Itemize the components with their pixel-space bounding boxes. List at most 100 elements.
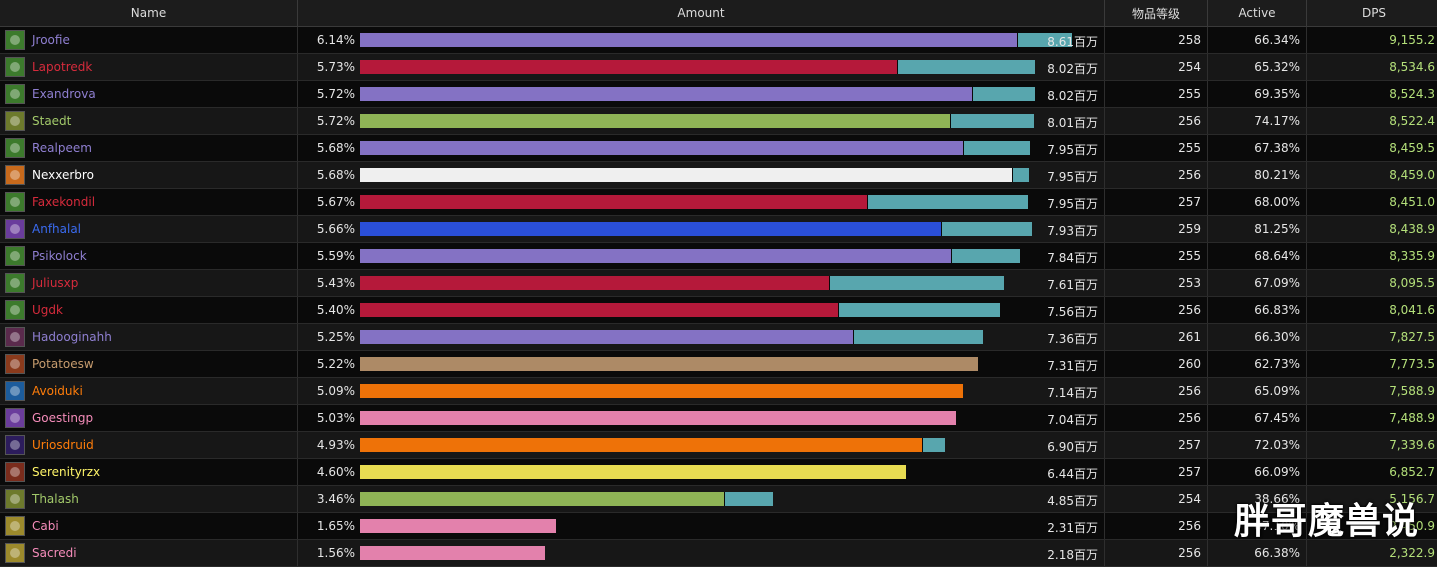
player-name-cell[interactable]: Goestingp xyxy=(0,405,298,432)
player-name-cell[interactable]: Nexxerbro xyxy=(0,162,298,189)
amount-cell: 5.59%7.84百万 xyxy=(298,243,1105,270)
active-percent: 72.03% xyxy=(1208,432,1307,459)
player-name[interactable]: Jroofie xyxy=(32,33,70,47)
player-name-cell[interactable]: Realpeem xyxy=(0,135,298,162)
player-name-cell[interactable]: Thalash xyxy=(0,486,298,513)
death-knight-class-icon xyxy=(5,273,25,293)
dps-value: 8,459.0 xyxy=(1307,162,1437,189)
damage-percent: 5.43% xyxy=(298,276,355,290)
column-header-item-level[interactable]: 物品等级 xyxy=(1105,0,1208,27)
column-header-name[interactable]: Name xyxy=(0,0,298,27)
item-level: 254 xyxy=(1105,54,1208,81)
dps-value: 7,588.9 xyxy=(1307,378,1437,405)
paladin-class-icon xyxy=(5,408,25,428)
column-header-amount[interactable]: Amount xyxy=(298,0,1105,27)
dps-value: 8,451.0 xyxy=(1307,189,1437,216)
druid-class-icon xyxy=(5,435,25,455)
column-header-active[interactable]: Active xyxy=(1208,0,1307,27)
player-name[interactable]: Anfhalal xyxy=(32,222,81,236)
player-name[interactable]: Realpeem xyxy=(32,141,92,155)
player-name[interactable]: Thalash xyxy=(32,492,79,506)
player-name[interactable]: Staedt xyxy=(32,114,71,128)
player-name-cell[interactable]: Psikolock xyxy=(0,243,298,270)
damage-bar-base xyxy=(360,411,956,425)
player-name-cell[interactable]: Jroofie xyxy=(0,27,298,54)
player-name[interactable]: Nexxerbro xyxy=(32,168,94,182)
amount-cell: 5.09%7.14百万 xyxy=(298,378,1105,405)
dps-value: 8,095.5 xyxy=(1307,270,1437,297)
druid-class-icon xyxy=(5,381,25,401)
active-percent: 81.25% xyxy=(1208,216,1307,243)
player-name-cell[interactable]: Hadooginahh xyxy=(0,324,298,351)
player-name[interactable]: Faxekondil xyxy=(32,195,95,209)
player-name[interactable]: Juliusxp xyxy=(32,276,78,290)
warrior-class-icon xyxy=(5,354,25,374)
player-name-cell[interactable]: Staedt xyxy=(0,108,298,135)
player-name-cell[interactable]: Avoiduki xyxy=(0,378,298,405)
player-name[interactable]: Ugdk xyxy=(32,303,63,317)
player-name-cell[interactable]: Potatoesw xyxy=(0,351,298,378)
active-percent: 65.09% xyxy=(1208,378,1307,405)
player-name-cell[interactable]: Anfhalal xyxy=(0,216,298,243)
player-name[interactable]: Goestingp xyxy=(32,411,93,425)
active-percent: 68.64% xyxy=(1208,243,1307,270)
item-level: 256 xyxy=(1105,378,1208,405)
player-name-cell[interactable]: Ugdk xyxy=(0,297,298,324)
player-name[interactable]: Lapotredk xyxy=(32,60,92,74)
player-name-cell[interactable]: Juliusxp xyxy=(0,270,298,297)
player-name-cell[interactable]: Sacredi xyxy=(0,540,298,567)
player-name-cell[interactable]: Uriosdruid xyxy=(0,432,298,459)
player-name-cell[interactable]: Faxekondil xyxy=(0,189,298,216)
damage-amount: 7.93百万 xyxy=(1047,222,1098,239)
player-name-cell[interactable]: Lapotredk xyxy=(0,54,298,81)
player-name[interactable]: Uriosdruid xyxy=(32,438,94,452)
player-name[interactable]: Serenityrzx xyxy=(32,465,100,479)
player-name[interactable]: Potatoesw xyxy=(32,357,94,371)
player-name-cell[interactable]: Exandrova xyxy=(0,81,298,108)
damage-bar xyxy=(360,546,545,560)
damage-bar-base xyxy=(360,222,941,236)
player-name[interactable]: Psikolock xyxy=(32,249,87,263)
amount-cell: 4.93%6.90百万 xyxy=(298,432,1105,459)
damage-bar xyxy=(360,384,963,398)
player-name[interactable]: Avoiduki xyxy=(32,384,83,398)
dps-value: 8,459.5 xyxy=(1307,135,1437,162)
column-header-dps[interactable]: DPS xyxy=(1307,0,1437,27)
damage-percent: 5.40% xyxy=(298,303,355,317)
player-name-cell[interactable]: Serenityrzx xyxy=(0,459,298,486)
damage-bar-base xyxy=(360,492,724,506)
damage-bar xyxy=(360,141,1030,155)
player-name[interactable]: Exandrova xyxy=(32,87,96,101)
damage-bar-base xyxy=(360,60,897,74)
warlock-class-icon xyxy=(5,30,25,50)
item-level: 261 xyxy=(1105,324,1208,351)
damage-bar-base xyxy=(360,303,838,317)
player-name-cell[interactable]: Cabi xyxy=(0,513,298,540)
item-level: 257 xyxy=(1105,432,1208,459)
active-percent: 66.09% xyxy=(1208,459,1307,486)
player-name[interactable]: Sacredi xyxy=(32,546,77,560)
player-name[interactable]: Hadooginahh xyxy=(32,330,112,344)
player-name[interactable]: Cabi xyxy=(32,519,59,533)
